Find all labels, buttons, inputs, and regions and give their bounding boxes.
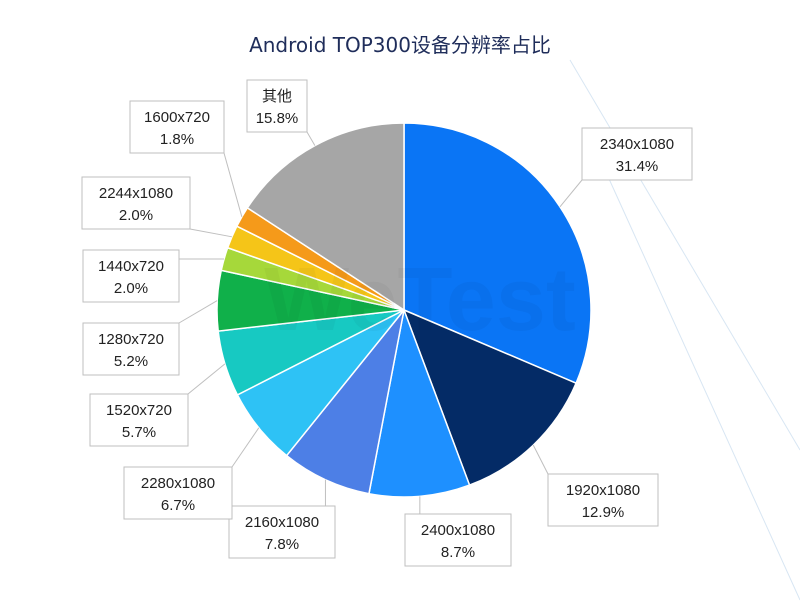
data-label-box: [228, 505, 336, 559]
pie-slice: [285, 309, 405, 495]
slice-label: 1440x720: [98, 258, 164, 275]
slice-value-label: 15.8%: [256, 110, 299, 127]
data-label-box: [246, 79, 308, 133]
data-label-box: [82, 249, 180, 303]
background-decor-line: [604, 169, 800, 601]
slice-label: 1600x720: [144, 109, 210, 126]
pie-slice: [368, 307, 471, 498]
slice-value-label: 5.7%: [122, 424, 156, 441]
leader-line: [223, 152, 243, 217]
data-label-box: [129, 100, 225, 154]
chart-title: Android TOP300设备分辨率占比: [249, 33, 551, 57]
leader-line: [178, 300, 218, 324]
watermark: WeTest: [264, 250, 576, 350]
data-label-box: [81, 176, 191, 230]
slice-label: 2160x1080: [245, 514, 319, 531]
pie-slice: [403, 122, 592, 385]
data-label-box: [89, 393, 189, 447]
leader-line: [532, 444, 549, 475]
leader-line: [306, 131, 316, 146]
leader-line: [187, 363, 226, 395]
slice-value-label: 7.8%: [265, 536, 299, 553]
slice-label: 2400x1080: [421, 522, 495, 539]
slice-label: 2244x1080: [99, 185, 173, 202]
leader-line: [559, 179, 583, 208]
slice-value-label: 2.0%: [114, 280, 148, 297]
slice-value-label: 2.0%: [119, 207, 153, 224]
slice-value-label: 12.9%: [582, 504, 625, 521]
slice-label: 2340x1080: [600, 136, 674, 153]
pie-slice: [402, 308, 578, 487]
data-label-box: [82, 322, 180, 376]
pie-slice: [246, 122, 405, 312]
data-label-box: [404, 513, 512, 567]
slice-value-label: 1.8%: [160, 131, 194, 148]
data-label-box: [123, 466, 233, 520]
background-decor-line: [569, 59, 800, 451]
slice-label: 1280x720: [98, 331, 164, 348]
leader-line: [189, 228, 233, 238]
slice-value-label: 5.2%: [114, 353, 148, 370]
data-label-box: [547, 473, 659, 527]
slice-label: 其他: [262, 88, 292, 105]
slice-label: 1520x720: [106, 402, 172, 419]
slice-value-label: 31.4%: [616, 158, 659, 175]
data-label-box: [581, 127, 693, 181]
slice-value-label: 6.7%: [161, 497, 195, 514]
leader-line: [231, 427, 260, 468]
slice-value-label: 8.7%: [441, 544, 475, 561]
pie-slices: [216, 122, 592, 498]
slice-label: 2280x1080: [141, 475, 215, 492]
data-labels: 2340x1080 31.4% 1920x1080 12.9% 2400x1080 8.7…: [81, 79, 693, 567]
slice-label: 1920x1080: [566, 482, 640, 499]
